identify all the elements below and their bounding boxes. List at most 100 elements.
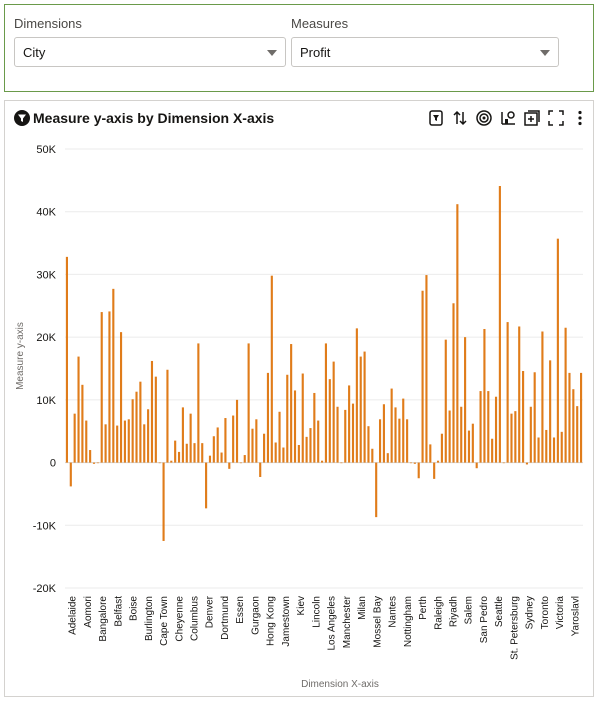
bar[interactable] — [498, 186, 501, 463]
bar[interactable] — [413, 462, 416, 464]
bar[interactable] — [371, 448, 374, 463]
bar[interactable] — [232, 415, 235, 463]
bar[interactable] — [537, 437, 540, 463]
bar[interactable] — [251, 428, 254, 463]
bar[interactable] — [444, 339, 447, 463]
bar[interactable] — [367, 426, 370, 463]
bar[interactable] — [348, 385, 351, 463]
bar[interactable] — [92, 462, 96, 464]
bar[interactable] — [560, 431, 563, 463]
bar[interactable] — [375, 462, 378, 518]
chart-type-icon[interactable] — [499, 109, 517, 127]
bar[interactable] — [529, 406, 532, 463]
bar[interactable] — [456, 204, 459, 463]
bar[interactable] — [286, 374, 289, 463]
bar[interactable] — [263, 433, 266, 463]
bar[interactable] — [104, 424, 107, 463]
bar[interactable] — [487, 391, 490, 463]
bar[interactable] — [77, 356, 80, 463]
bar[interactable] — [239, 462, 242, 464]
bar[interactable] — [502, 462, 505, 464]
bar[interactable] — [580, 372, 583, 463]
bar[interactable] — [228, 462, 231, 469]
bar[interactable] — [394, 407, 397, 463]
bar[interactable] — [541, 331, 544, 463]
bar[interactable] — [243, 455, 246, 463]
bar[interactable] — [398, 418, 401, 463]
bar[interactable] — [344, 409, 347, 463]
bar[interactable] — [96, 462, 99, 464]
bar[interactable] — [235, 399, 239, 463]
bar[interactable] — [417, 462, 420, 479]
bar[interactable] — [576, 406, 579, 463]
bar[interactable] — [382, 404, 385, 463]
bar[interactable] — [274, 442, 277, 463]
bar[interactable] — [336, 406, 339, 463]
bar[interactable] — [174, 440, 177, 463]
bar[interactable] — [266, 372, 270, 463]
bar[interactable] — [100, 312, 103, 463]
bar[interactable] — [158, 462, 161, 464]
bar[interactable] — [313, 392, 316, 463]
bar[interactable] — [73, 413, 76, 463]
bar[interactable] — [328, 379, 331, 463]
bar[interactable] — [108, 311, 111, 463]
bar[interactable] — [197, 343, 200, 463]
bar[interactable] — [568, 372, 571, 463]
bar[interactable] — [549, 360, 552, 463]
bar[interactable] — [119, 332, 123, 463]
bar[interactable] — [409, 462, 413, 464]
bar[interactable] — [317, 420, 320, 463]
bar[interactable] — [386, 453, 389, 463]
sort-icon[interactable] — [451, 109, 469, 127]
bar[interactable] — [402, 398, 405, 463]
bar[interactable] — [471, 423, 474, 463]
bar[interactable] — [440, 433, 443, 463]
bar[interactable] — [154, 376, 157, 463]
bar[interactable] — [525, 462, 529, 465]
bar[interactable] — [65, 256, 68, 463]
bar[interactable] — [127, 419, 130, 463]
bar[interactable] — [556, 238, 559, 463]
bar[interactable] — [170, 460, 173, 463]
bar[interactable] — [305, 436, 308, 463]
bar[interactable] — [359, 356, 362, 463]
bar[interactable] — [421, 290, 424, 463]
bar[interactable] — [278, 411, 281, 463]
bar[interactable] — [467, 430, 471, 463]
bar[interactable] — [166, 369, 169, 463]
bar[interactable] — [255, 419, 258, 463]
bar[interactable] — [297, 445, 300, 463]
bar[interactable] — [514, 411, 517, 463]
bar[interactable] — [491, 438, 494, 463]
bar[interactable] — [390, 388, 393, 463]
bar[interactable] — [425, 275, 428, 463]
bar[interactable] — [189, 413, 192, 463]
bar[interactable] — [282, 447, 285, 463]
bar[interactable] — [135, 391, 138, 463]
bar[interactable] — [460, 406, 463, 463]
bar[interactable] — [475, 462, 478, 469]
bar[interactable] — [247, 343, 250, 463]
more-icon[interactable] — [571, 109, 589, 127]
bar[interactable] — [150, 360, 154, 463]
bar[interactable] — [494, 396, 498, 463]
bar[interactable] — [351, 403, 355, 463]
bar[interactable] — [510, 413, 513, 463]
bar[interactable] — [324, 343, 327, 463]
bar[interactable] — [147, 409, 150, 463]
bar[interactable] — [139, 381, 142, 463]
bar[interactable] — [479, 391, 482, 463]
bar[interactable] — [162, 462, 165, 541]
bar[interactable] — [572, 389, 575, 463]
bar[interactable] — [301, 373, 304, 463]
bar[interactable] — [69, 462, 72, 487]
fullscreen-icon[interactable] — [547, 109, 565, 127]
bar[interactable] — [564, 327, 567, 463]
bar[interactable] — [89, 450, 92, 463]
target-icon[interactable] — [475, 109, 493, 127]
bar[interactable] — [143, 424, 146, 463]
bar[interactable] — [220, 452, 223, 463]
bar[interactable] — [177, 451, 181, 463]
bar[interactable] — [378, 419, 382, 463]
